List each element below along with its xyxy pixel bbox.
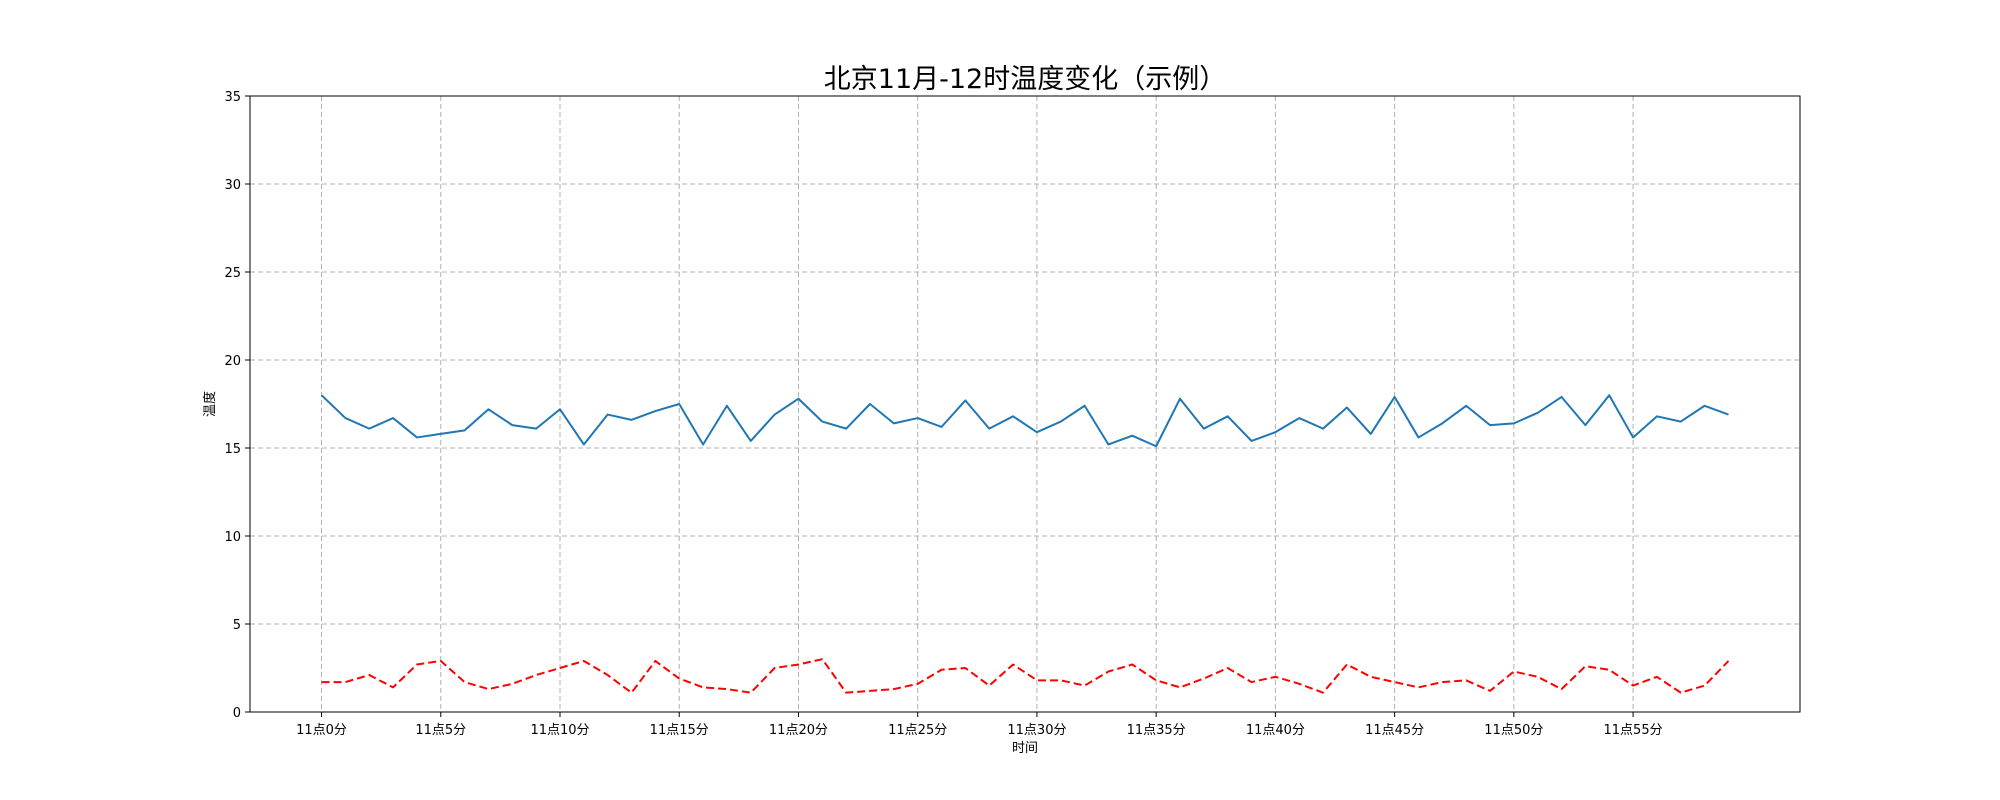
- y-tick-label: 20: [224, 354, 241, 369]
- chart-title: 北京11月-12时温度变化（示例）: [824, 64, 1226, 95]
- x-tick-label: 11点10分: [530, 723, 589, 738]
- x-tick-label: 11点40分: [1246, 723, 1305, 738]
- y-tick-label: 10: [224, 530, 241, 545]
- x-tick-label: 11点50分: [1484, 723, 1543, 738]
- y-tick-label: 15: [224, 442, 241, 457]
- x-tick-label: 11点35分: [1127, 723, 1186, 738]
- y-axis-label: 温度: [202, 391, 218, 417]
- x-tick-label: 11点25分: [888, 723, 947, 738]
- x-tick-label: 11点0分: [296, 723, 347, 738]
- x-tick-label: 11点45分: [1365, 723, 1424, 738]
- y-tick-label: 0: [233, 706, 241, 721]
- y-tick-label: 35: [224, 90, 241, 105]
- x-axis: 11点0分 11点5分 11点10分 11点15分 11点20分 11点25分 11点30分…: [296, 712, 1663, 738]
- y-tick-label: 30: [224, 178, 241, 193]
- plot-frame: [249, 95, 1801, 713]
- x-tick-label: 11点15分: [650, 723, 709, 738]
- y-axis: 0 5 10 15 20 25 30 35: [224, 90, 250, 721]
- x-tick-label: 11点5分: [415, 723, 466, 738]
- y-tick-label: 5: [233, 618, 241, 633]
- x-tick-label: 11点55分: [1604, 723, 1663, 738]
- series-line-0: [320, 394, 1729, 448]
- y-tick-label: 25: [224, 266, 241, 281]
- x-tick-label: 11点20分: [769, 723, 828, 738]
- x-tick-label: 11点30分: [1007, 723, 1066, 738]
- series-layer: [320, 394, 1730, 694]
- series-line-1: [321, 658, 1730, 694]
- x-axis-label: 时间: [1012, 741, 1038, 756]
